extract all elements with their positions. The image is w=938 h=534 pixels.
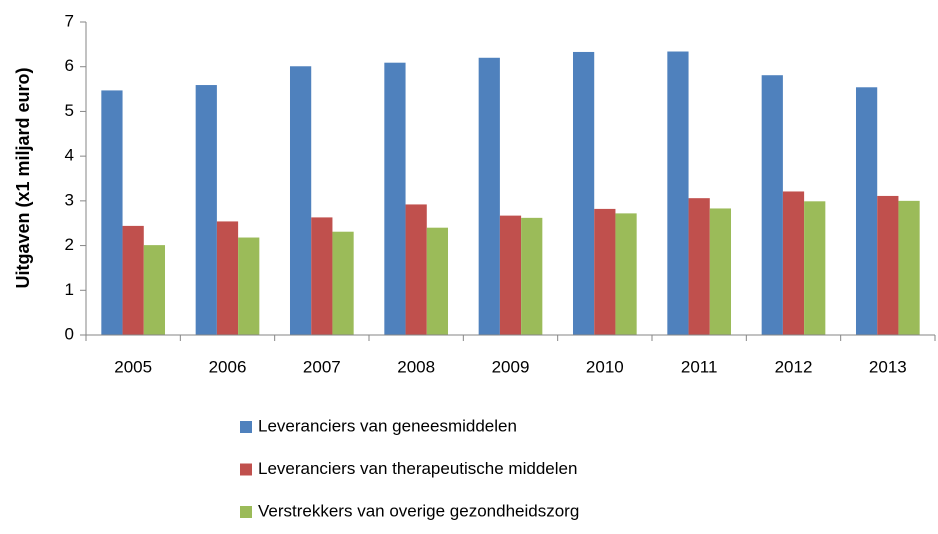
bar [405, 204, 427, 335]
y-tick-label: 3 [65, 190, 74, 209]
bar [332, 231, 354, 335]
x-tick-label: 2008 [397, 357, 435, 376]
legend-swatch [240, 463, 252, 476]
x-tick-label: 2013 [869, 357, 907, 376]
x-tick-label: 2010 [586, 357, 624, 376]
y-tick-label: 2 [65, 235, 74, 254]
bar [101, 90, 123, 335]
legend-label: Leveranciers van geneesmiddelen [258, 416, 517, 435]
x-tick-label: 2005 [114, 357, 152, 376]
bar [195, 85, 217, 335]
legend-swatch [240, 421, 252, 433]
bar [855, 87, 878, 335]
bar [709, 208, 732, 335]
bar [521, 217, 543, 335]
x-tick-label: 2007 [303, 357, 341, 376]
y-tick-label: 1 [65, 280, 74, 299]
x-tick-label: 2012 [775, 357, 813, 376]
y-tick-label: 7 [65, 11, 74, 30]
bar [804, 201, 826, 335]
legend-label: Verstrekkers van overige gezondheidszorg [258, 501, 579, 520]
bar [761, 75, 783, 336]
legend-swatch [240, 506, 252, 518]
y-tick-label: 4 [65, 146, 74, 165]
bar [615, 213, 637, 335]
bar [782, 191, 805, 335]
bar [143, 245, 166, 335]
y-tick-label: 0 [65, 324, 74, 343]
bar [216, 221, 239, 335]
bar [478, 57, 500, 336]
x-tick-label: 2006 [209, 357, 247, 376]
bar [877, 195, 899, 335]
bar [499, 215, 522, 335]
bar [594, 208, 616, 335]
legend-label: Leveranciers van therapeutische middelen [258, 459, 577, 478]
y-axis-label: Uitgaven (x1 miljard euro) [13, 67, 33, 288]
y-tick-label: 6 [65, 56, 74, 75]
bar [572, 51, 595, 336]
bar [898, 200, 920, 335]
bar [667, 51, 689, 336]
y-tick-label: 5 [65, 101, 74, 120]
bar [289, 66, 312, 335]
bar [688, 198, 710, 335]
bar [311, 217, 333, 335]
x-tick-label: 2009 [492, 357, 530, 376]
bar [122, 225, 144, 335]
x-tick-label: 2011 [681, 357, 718, 376]
bar [426, 227, 449, 335]
bar [238, 237, 260, 335]
bar [384, 62, 406, 335]
